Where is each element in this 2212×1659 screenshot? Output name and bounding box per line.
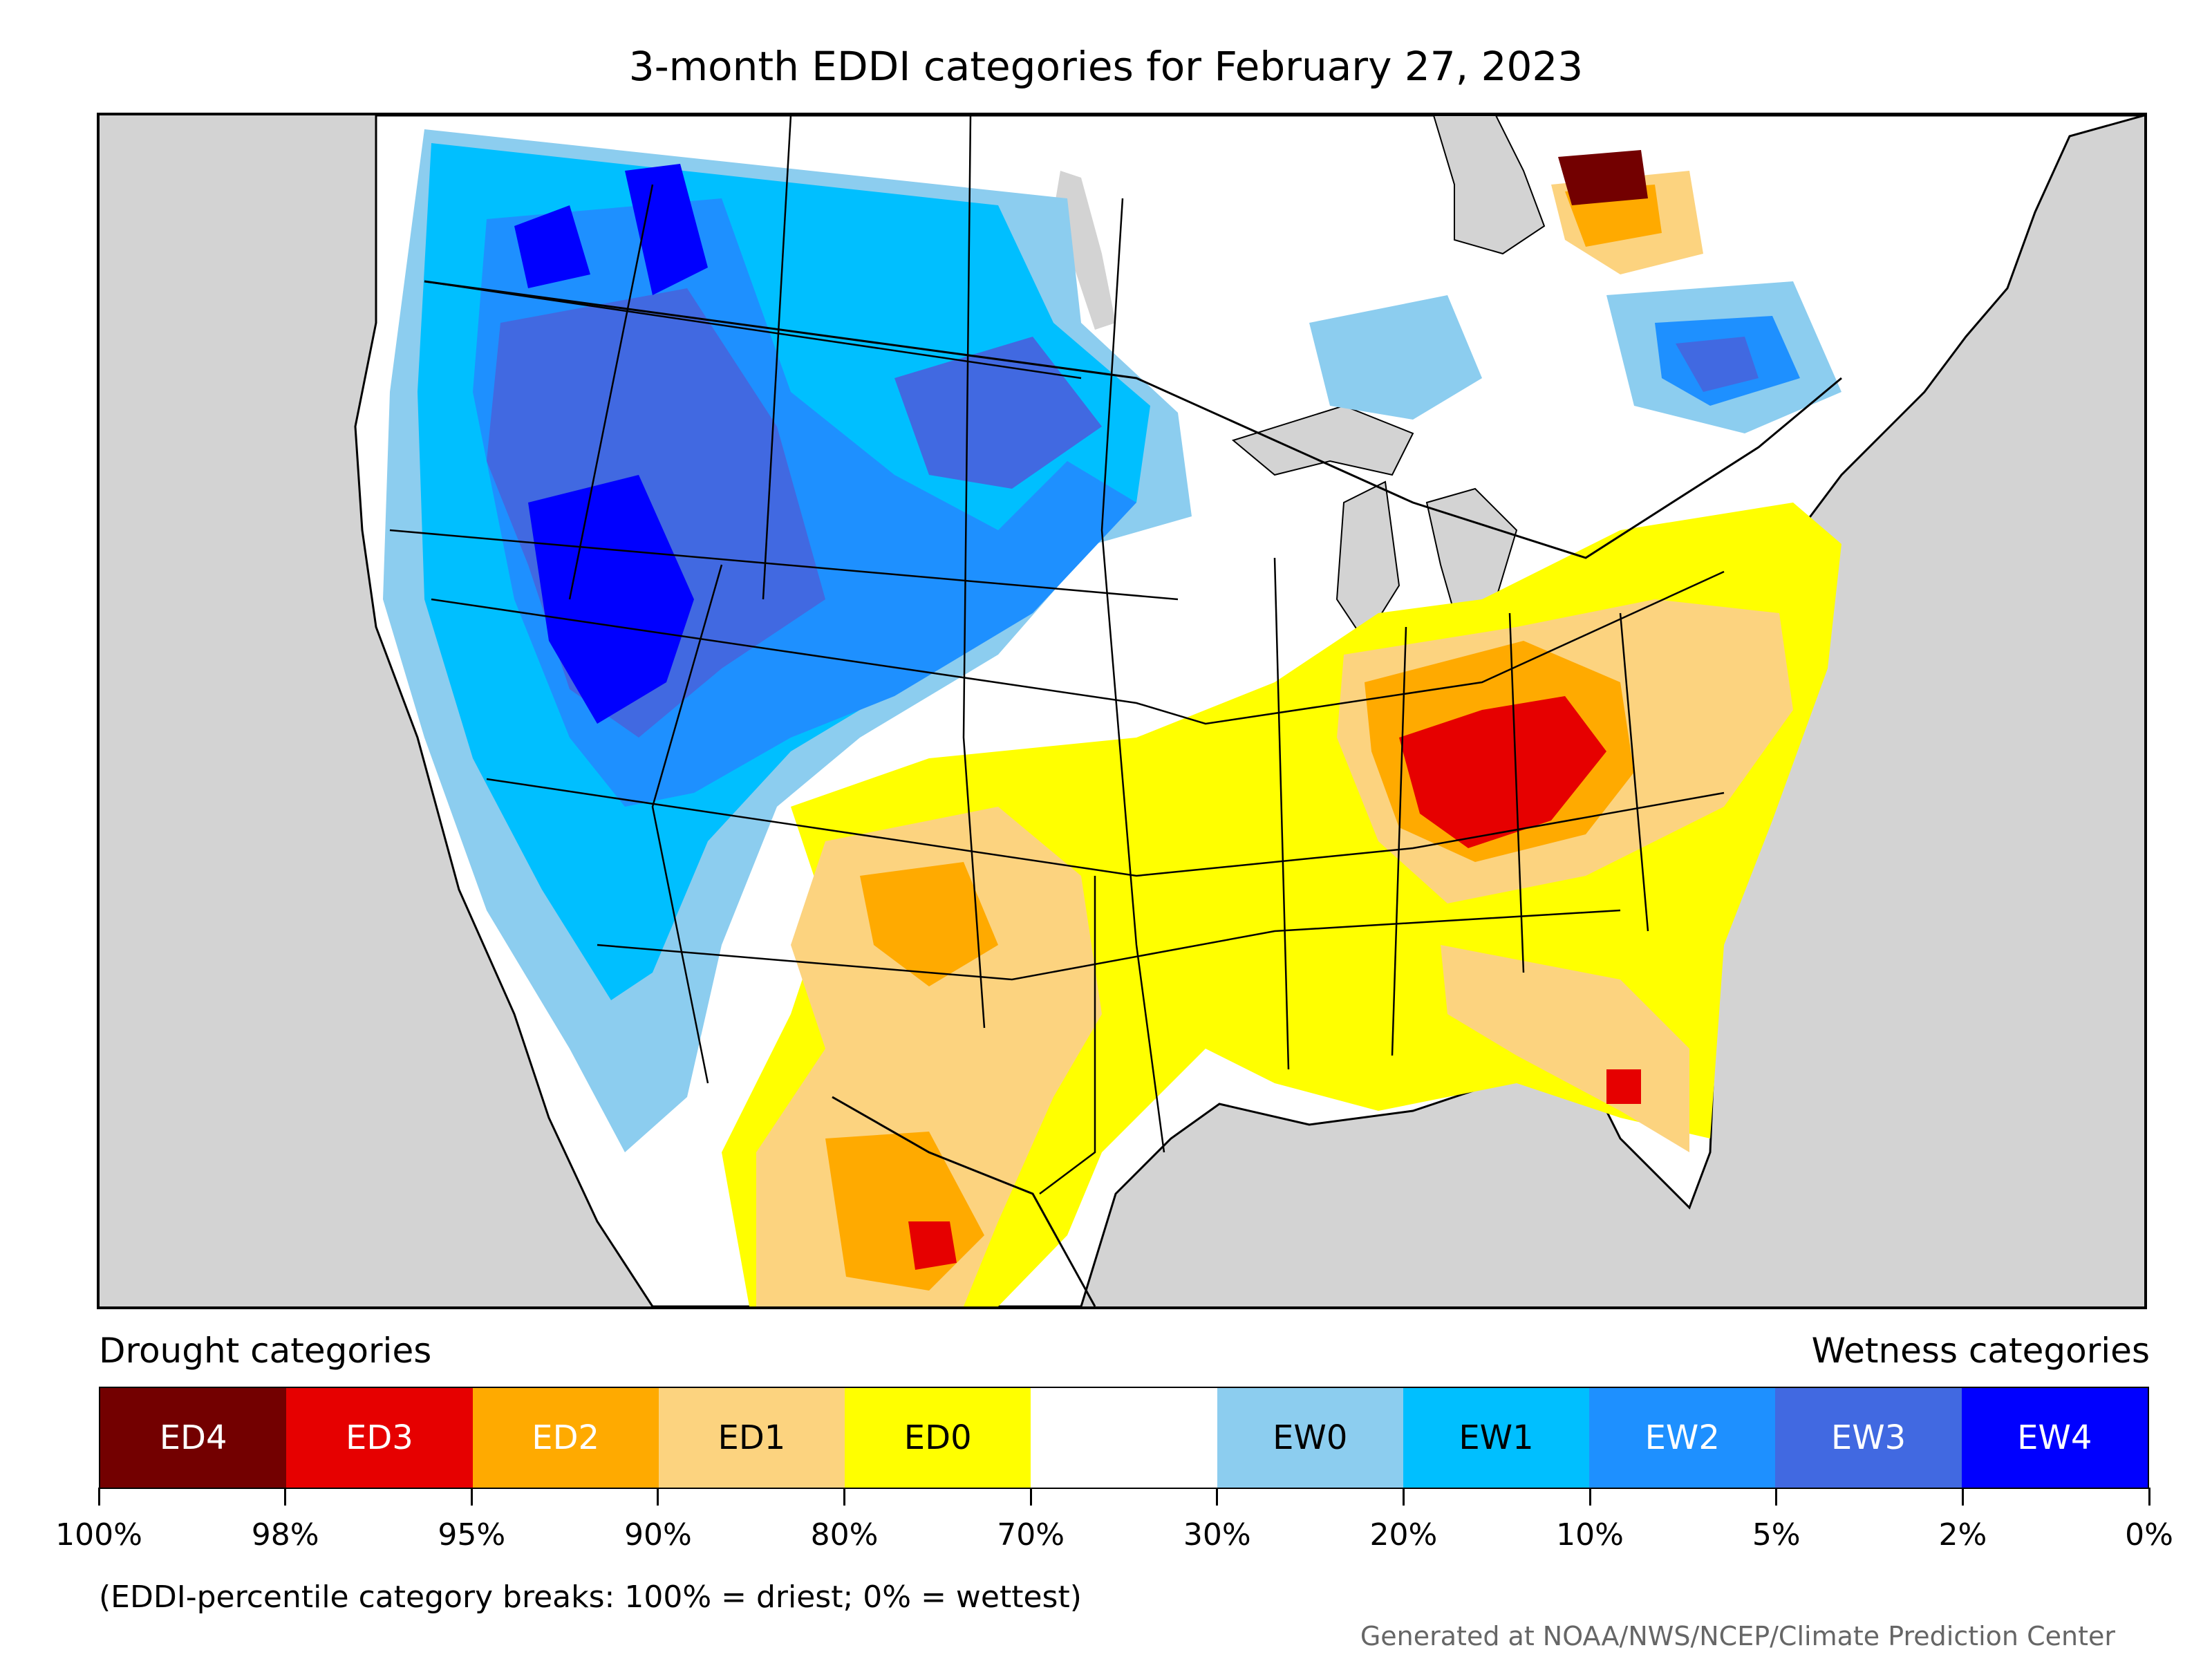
tick-label: 70%: [997, 1517, 1065, 1553]
legend-segment-ed4: ED4: [100, 1388, 287, 1488]
tick-mark: [1402, 1488, 1405, 1506]
state-borders: [389, 115, 1725, 1194]
tick-label: 95%: [438, 1517, 506, 1553]
tick-label: 10%: [1556, 1517, 1624, 1553]
legend-segment-ed2: ED2: [472, 1388, 659, 1488]
tick-mark: [1775, 1488, 1778, 1506]
tick-label: 98%: [251, 1517, 319, 1553]
national-borders: [424, 280, 1842, 1306]
tick-label: 30%: [1183, 1517, 1251, 1553]
tick-label: 80%: [810, 1517, 879, 1553]
tick-label: 5%: [1752, 1517, 1801, 1553]
category-colorbar: ED4 ED3 ED2 ED1 ED0 EW0 EW1 EW2 EW3 EW4: [99, 1387, 2149, 1489]
tick-mark: [97, 1488, 100, 1506]
legend-segment-normal: [1031, 1388, 1217, 1488]
tick-mark: [470, 1488, 473, 1506]
legend-segment-ew3: EW3: [1775, 1388, 1962, 1488]
tick-label: 2%: [1938, 1517, 1987, 1553]
map-title: 3-month EDDI categories for February 27,…: [628, 43, 1584, 90]
eddi-map: [97, 113, 2147, 1309]
legend-segment-ed1: ED1: [658, 1388, 845, 1488]
tick-label: 0%: [2125, 1517, 2173, 1553]
drought-caption: Drought categories: [99, 1331, 432, 1371]
tick-mark: [284, 1488, 287, 1506]
tick-mark: [2148, 1488, 2150, 1506]
tick-label: 20%: [1369, 1517, 1438, 1553]
legend-segment-ed0: ED0: [845, 1388, 1031, 1488]
tick-mark: [657, 1488, 659, 1506]
tick-mark: [1961, 1488, 1964, 1506]
hudson-bay-inlet: [1432, 115, 1546, 255]
tick-mark: [1029, 1488, 1032, 1506]
map-canvas: [354, 115, 2144, 1306]
legend-segment-ew1: EW1: [1403, 1388, 1590, 1488]
tick-mark: [843, 1488, 846, 1506]
credit-text: Generated at NOAA/NWS/NCEP/Climate Predi…: [1360, 1621, 2115, 1651]
tick-label: 90%: [624, 1517, 692, 1553]
wetness-caption: Wetness categories: [1811, 1331, 2150, 1371]
legend-segment-ew4: EW4: [1961, 1388, 2148, 1488]
tick-mark: [1588, 1488, 1591, 1506]
tick-label: 100%: [55, 1517, 142, 1553]
wetness-regions: [383, 129, 1841, 1152]
tick-mark: [1216, 1488, 1219, 1506]
lake-winnipeg: [1053, 171, 1116, 330]
colorbar-ticks: [97, 1488, 2150, 1508]
legend-segment-ew0: EW0: [1217, 1388, 1403, 1488]
legend-segment-ed3: ED3: [286, 1388, 473, 1488]
category-breaks-note: (EDDI-percentile category breaks: 100% =…: [99, 1580, 1082, 1615]
legend-segment-ew2: EW2: [1589, 1388, 1776, 1488]
